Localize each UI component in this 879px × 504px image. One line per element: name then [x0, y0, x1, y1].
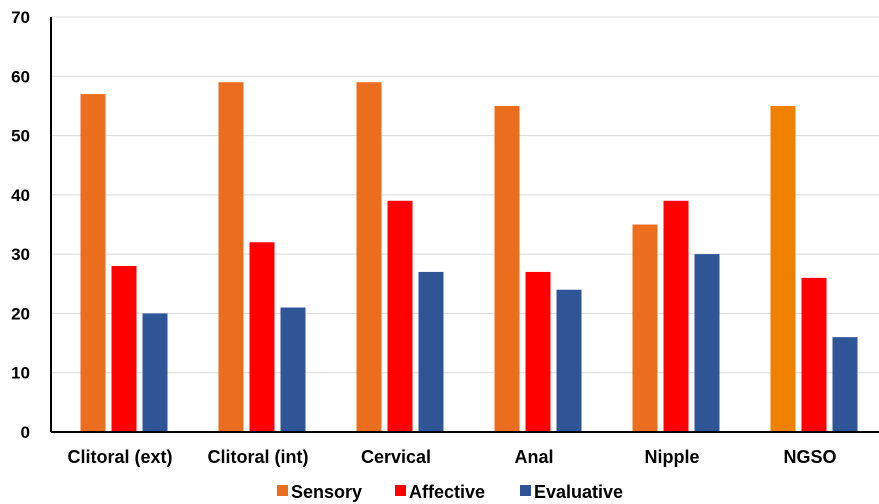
- y-tick-label: 30: [11, 245, 30, 264]
- y-tick-label: 0: [21, 423, 30, 442]
- x-category-label: Clitoral (int): [208, 447, 309, 467]
- legend-label-affective: Affective: [409, 482, 485, 502]
- bar-affective-4: [663, 200, 689, 432]
- bar-evaluative-0: [142, 313, 168, 432]
- bar-evaluative-2: [418, 271, 444, 432]
- x-category-label: Clitoral (ext): [67, 447, 172, 467]
- y-tick-label: 40: [11, 186, 30, 205]
- y-tick-label: 50: [11, 127, 30, 146]
- y-tick-label: 70: [11, 8, 30, 27]
- legend-swatch-sensory: [277, 485, 288, 496]
- bar-affective-0: [111, 266, 137, 432]
- legend-swatch-affective: [395, 485, 406, 496]
- bar-affective-5: [801, 277, 827, 432]
- legend-label-sensory: Sensory: [291, 482, 362, 502]
- bar-sensory-4: [632, 224, 658, 432]
- x-category-label: Cervical: [361, 447, 431, 467]
- bar-sensory-1: [218, 82, 244, 432]
- legend: Sensory Affective Evaluative: [277, 482, 623, 502]
- bar-affective-3: [525, 271, 551, 432]
- gridlines: [51, 16, 879, 374]
- x-category-label: Anal: [514, 447, 553, 467]
- x-category-label: Nipple: [644, 447, 699, 467]
- bar-evaluative-3: [556, 289, 582, 432]
- bar-sensory-0: [80, 94, 106, 433]
- bar-evaluative-5: [832, 337, 858, 432]
- x-category-label: NGSO: [783, 447, 836, 467]
- y-tick-label: 20: [11, 304, 30, 323]
- bar-evaluative-4: [694, 254, 720, 432]
- bar-affective-1: [249, 242, 275, 432]
- y-tick-label: 60: [11, 67, 30, 86]
- x-axis-categories: Clitoral (ext) Clitoral (int) Cervical Anal…: [67, 447, 836, 467]
- bar-evaluative-1: [280, 307, 306, 432]
- legend-label-evaluative: Evaluative: [534, 482, 623, 502]
- bar-sensory-2: [356, 82, 382, 432]
- axes: [50, 17, 879, 433]
- legend-swatch-evaluative: [520, 485, 531, 496]
- bar-sensory-5: [770, 105, 796, 432]
- bars: [80, 82, 858, 433]
- bar-affective-2: [387, 200, 413, 432]
- y-tick-label: 10: [11, 364, 30, 383]
- bar-sensory-3: [494, 105, 520, 432]
- y-axis-ticks: 0 10 20 30 40 50 60 70: [11, 8, 30, 442]
